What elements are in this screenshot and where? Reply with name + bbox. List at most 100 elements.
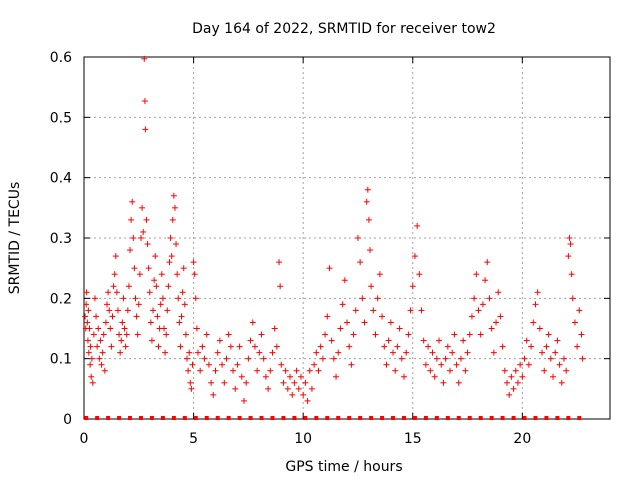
baseline-marker [314,416,319,420]
data-point [125,283,132,290]
data-point [120,295,127,302]
data-point [187,379,194,386]
data-point [182,331,189,338]
data-point [359,295,366,302]
data-point [579,355,586,362]
data-point [83,289,90,296]
y-tick-label: 0.6 [50,50,72,66]
baseline-marker [347,416,352,420]
data-point [247,337,254,344]
data-point [176,319,183,326]
data-point [234,361,241,368]
data-point [112,253,119,260]
baseline-marker [380,416,385,420]
data-point [100,331,107,338]
data-point [486,295,493,302]
data-point [361,319,368,326]
data-point [265,385,272,392]
data-point [243,379,250,386]
data-point [453,361,460,368]
data-point [114,307,121,314]
data-point [90,331,97,338]
baseline-marker [544,416,549,420]
data-point [357,259,364,266]
data-point [101,367,108,374]
data-point [578,331,585,338]
data-point [203,331,210,338]
data-point [169,216,176,223]
data-point [475,307,482,314]
baseline-marker [511,416,516,420]
data-point [251,343,258,350]
data-point [269,349,276,356]
y-tick-label: 0.1 [50,352,72,368]
data-point [387,319,394,326]
data-point [98,361,105,368]
data-point [319,355,326,362]
y-tick-label: 0.4 [50,171,72,187]
chart-title: Day 164 of 2022, SRMTID for receiver tow… [192,21,496,37]
data-point [106,307,113,314]
data-point [427,367,434,374]
y-tick-label: 0 [63,412,72,428]
data-point [396,325,403,332]
data-point [137,235,144,241]
data-point [84,337,91,344]
data-point [166,259,173,266]
data-point [341,277,348,284]
data-point [315,367,322,374]
baseline-marker [215,416,220,420]
data-point [525,361,532,368]
data-point [449,349,456,356]
data-point [232,385,239,392]
data-point [116,331,123,338]
data-point [249,319,256,326]
data-point [163,331,170,338]
x-tick-label: 0 [80,431,89,447]
data-point [87,343,94,350]
data-point [536,325,543,332]
data-point [184,355,191,362]
data-marks [82,55,586,420]
data-point [85,349,92,356]
baseline-marker [489,416,494,420]
baseline-marker [456,416,461,420]
data-point [167,235,174,241]
data-point [150,307,157,314]
data-point [567,241,574,248]
data-point [374,295,381,302]
data-point [113,289,120,296]
data-point [289,391,296,398]
baseline-marker [182,416,187,420]
baseline-marker [412,416,417,420]
y-tick-label: 0.3 [50,231,72,247]
data-point [556,361,563,368]
data-point [574,343,581,350]
data-point [109,313,116,320]
baseline-marker [160,416,165,420]
data-point [517,361,524,368]
data-point [563,367,570,374]
data-point [534,289,541,296]
data-point [508,373,515,380]
data-point [97,337,104,344]
data-point [576,307,583,314]
data-point [108,343,115,350]
data-point [210,391,217,398]
data-point [328,337,335,344]
data-point [532,301,539,308]
data-point [348,361,355,368]
data-point [326,265,333,272]
data-point [141,55,148,62]
data-point [308,385,315,392]
baseline-marker [566,416,571,420]
data-point [168,253,175,260]
baseline-marker [358,416,363,420]
data-point [85,307,92,314]
baseline-marker [281,416,286,420]
data-point [159,295,166,302]
baseline-marker [577,416,582,420]
data-point [493,319,500,326]
data-point [322,331,329,338]
data-point [143,216,150,223]
